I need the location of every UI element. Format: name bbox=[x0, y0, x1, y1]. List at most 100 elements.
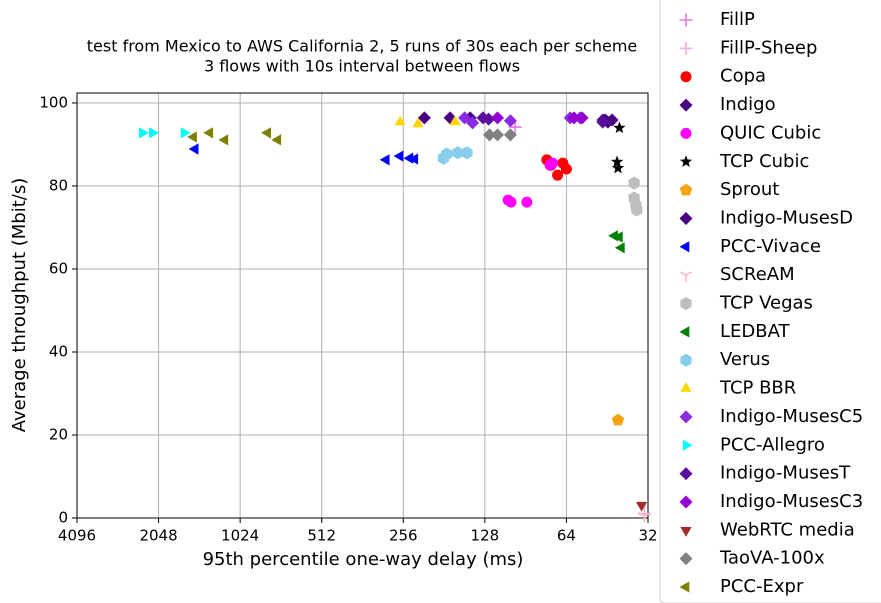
legend-marker bbox=[680, 353, 692, 367]
point bbox=[461, 146, 473, 160]
point bbox=[452, 146, 464, 160]
point bbox=[505, 196, 517, 208]
point bbox=[403, 152, 414, 164]
point bbox=[482, 112, 496, 126]
point bbox=[521, 196, 533, 208]
x-tick-label: 256 bbox=[389, 527, 418, 545]
point bbox=[218, 134, 229, 146]
legend-label: Indigo-MusesC3 bbox=[720, 491, 863, 512]
legend-marker bbox=[679, 552, 693, 566]
legend-label: Verus bbox=[720, 349, 770, 370]
legend-label: Sprout bbox=[720, 179, 779, 200]
point bbox=[608, 230, 618, 242]
point bbox=[596, 115, 610, 129]
point bbox=[611, 413, 625, 426]
legend-label: LEDBAT bbox=[720, 321, 791, 342]
legend-label: QUIC Cubic bbox=[720, 122, 821, 143]
legend-label: TaoVA-100x bbox=[719, 548, 825, 569]
legend-label: Indigo-MusesD bbox=[720, 207, 853, 228]
legend-label: Indigo-MusesC5 bbox=[720, 406, 863, 427]
point bbox=[187, 131, 197, 143]
point bbox=[605, 113, 619, 127]
point bbox=[560, 163, 572, 175]
legend-marker bbox=[680, 71, 692, 83]
y-axis-label: Average throughput (Mbit/s) bbox=[9, 178, 30, 432]
point bbox=[612, 231, 623, 243]
legend-marker bbox=[679, 326, 690, 338]
legend-marker bbox=[679, 410, 693, 424]
x-axis-label: 95th percentile one-way delay (ms) bbox=[203, 549, 524, 570]
legend-marker bbox=[680, 297, 692, 310]
x-tick-label: 1024 bbox=[221, 527, 259, 545]
point bbox=[180, 127, 191, 139]
legend-marker bbox=[682, 439, 693, 451]
point bbox=[628, 176, 640, 190]
chart-subtitle: 3 flows with 10s interval between flows bbox=[204, 57, 520, 76]
point bbox=[149, 127, 159, 139]
point bbox=[393, 150, 404, 162]
point bbox=[261, 127, 271, 139]
legend-marker bbox=[679, 155, 693, 167]
x-tick-label: 4096 bbox=[58, 527, 96, 545]
x-tick-label: 128 bbox=[471, 527, 500, 545]
point bbox=[271, 134, 282, 146]
point bbox=[508, 120, 522, 134]
point bbox=[631, 203, 643, 217]
legend-label: PCC-Vivace bbox=[720, 236, 821, 257]
legend-label: WebRTC media bbox=[720, 519, 855, 540]
legend-marker bbox=[680, 127, 692, 139]
y-tick-label: 0 bbox=[58, 509, 68, 527]
point bbox=[491, 111, 504, 125]
legend-label: PCC-Expr bbox=[720, 576, 804, 597]
legend-label: Copa bbox=[720, 66, 766, 87]
point bbox=[491, 128, 504, 142]
legend-label: Indigo bbox=[720, 94, 776, 115]
point bbox=[611, 161, 625, 174]
legend-marker bbox=[680, 527, 692, 537]
point bbox=[635, 501, 648, 512]
plot-frame bbox=[76, 92, 649, 519]
x-tick-label: 2048 bbox=[139, 527, 177, 545]
legend-label: FillP bbox=[720, 9, 755, 30]
legend-label: FillP-Sheep bbox=[720, 37, 817, 58]
legend-label: SCReAM bbox=[720, 264, 795, 285]
point bbox=[449, 115, 461, 126]
legend-marker bbox=[679, 41, 693, 55]
legend-label: TCP BBR bbox=[719, 378, 796, 399]
legend-marker bbox=[679, 581, 690, 593]
chart-title: test from Mexico to AWS California 2, 5 … bbox=[87, 37, 638, 56]
legend-marker bbox=[680, 382, 692, 392]
point bbox=[412, 117, 424, 128]
x-tick-label: 64 bbox=[557, 527, 576, 545]
y-tick-label: 20 bbox=[49, 425, 68, 443]
legend-label: TCP Vegas bbox=[719, 293, 813, 314]
legend-marker bbox=[679, 241, 690, 253]
point bbox=[567, 111, 581, 125]
y-tick-label: 60 bbox=[49, 259, 68, 277]
legend-marker bbox=[679, 98, 693, 112]
point bbox=[552, 169, 564, 181]
point bbox=[394, 115, 406, 126]
point bbox=[466, 116, 480, 130]
legend-marker bbox=[679, 13, 693, 27]
y-tick-label: 80 bbox=[49, 176, 68, 194]
legend-marker bbox=[679, 271, 693, 282]
point bbox=[638, 511, 651, 523]
x-tick-label: 512 bbox=[307, 527, 336, 545]
legend-box bbox=[659, 0, 881, 603]
point bbox=[483, 128, 496, 142]
legend-label: PCC-Allegro bbox=[720, 434, 825, 455]
point bbox=[547, 157, 559, 169]
legend-label: TCP Cubic bbox=[719, 151, 809, 172]
y-tick-label: 40 bbox=[49, 342, 68, 360]
legend-marker bbox=[679, 183, 693, 196]
legend-label: Indigo-MusesT bbox=[720, 463, 851, 484]
y-tick-label: 100 bbox=[39, 93, 68, 111]
point bbox=[613, 121, 626, 134]
point bbox=[379, 154, 390, 166]
point bbox=[441, 147, 453, 161]
point bbox=[188, 143, 199, 155]
x-tick-label: 32 bbox=[638, 527, 657, 545]
point bbox=[575, 111, 589, 125]
